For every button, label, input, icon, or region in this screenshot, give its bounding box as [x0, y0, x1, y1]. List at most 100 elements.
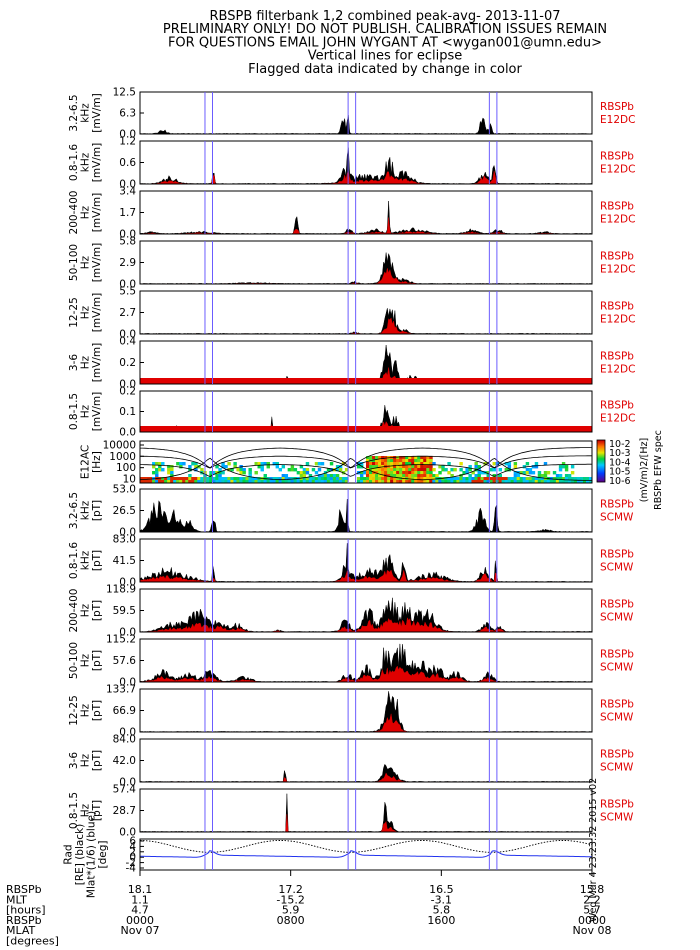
side-label-p13-1: SCMW: [600, 762, 634, 774]
spec-cell: [543, 462, 548, 466]
spec-cell: [155, 468, 159, 472]
ylabel-p2-2: [mV/m]: [91, 193, 103, 232]
spec-cell: [197, 477, 201, 481]
spec-cell: [480, 480, 484, 484]
ytick-p3-2: 0.0: [119, 279, 136, 291]
panel-frame: [139, 638, 593, 683]
spec-cell: [402, 480, 406, 484]
spec-cell: [447, 471, 451, 475]
spec-cell: [432, 462, 436, 466]
spec-cell: [504, 480, 509, 484]
spec-cell: [558, 468, 563, 472]
spec-cell: [188, 474, 192, 478]
spec-cell: [242, 477, 246, 481]
ytick-p7-3: 10: [123, 474, 136, 486]
spec-cell: [480, 477, 484, 481]
side-label-p3-1: E12DC: [600, 264, 635, 276]
spec-cell: [489, 468, 493, 472]
spec-cell: [558, 477, 563, 481]
spec-cell: [140, 480, 144, 484]
spec-cell: [528, 480, 533, 484]
ylabel-p5-0: 3-6: [68, 354, 80, 371]
spec-cell: [239, 468, 243, 472]
ytick-p10-1: 59.5: [113, 605, 136, 617]
spec-cell: [453, 480, 457, 484]
spec-cell: [564, 468, 569, 472]
spec-cell: [417, 474, 421, 478]
spec-cell: [414, 459, 418, 463]
ytick-p8-0: 53.0: [113, 484, 136, 496]
spec-cell: [266, 465, 270, 469]
colorbar-tick-1: 10-3: [609, 448, 631, 459]
spec-cell: [393, 471, 397, 475]
spec-cell: [299, 474, 304, 478]
spec-cell: [486, 480, 490, 484]
spec-cell: [227, 480, 231, 484]
side-label-p8-0: RBSPb: [600, 499, 634, 511]
spec-cell: [275, 480, 280, 484]
ylabel-p7-1: [Hz]: [91, 451, 103, 473]
colorbar-cell: [597, 476, 605, 478]
spec-cell: [375, 456, 379, 460]
panel-frame: [139, 240, 593, 285]
colorbar-cell: [597, 475, 605, 477]
spec-cell: [378, 471, 382, 475]
spec-cell: [426, 474, 430, 478]
spec-cell: [236, 480, 240, 484]
ylabel-p6-1: Hz: [80, 404, 92, 418]
spec-cell: [411, 456, 415, 460]
spec-cell: [507, 477, 512, 481]
spec-cell: [317, 477, 322, 481]
spec-cell: [417, 465, 421, 469]
spec-cell: [341, 480, 346, 484]
colorbar-label-sec: RBSPb EFW spec: [653, 430, 664, 510]
spec-cell: [381, 477, 385, 481]
spec-cell: [405, 471, 409, 475]
spec-cell: [251, 477, 255, 481]
spec-cell: [420, 462, 424, 466]
spec-cell: [359, 474, 364, 478]
spec-cell: [573, 480, 578, 484]
colorbar-cell: [597, 480, 605, 482]
spec-cell: [405, 465, 409, 469]
spec-cell: [200, 468, 204, 472]
spec-cell: [399, 462, 403, 466]
side-label-p10-0: RBSPb: [600, 599, 634, 611]
panel-frame: [139, 340, 593, 385]
spec-cell: [251, 480, 255, 484]
spec-cell: [188, 468, 192, 472]
spec-cell: [576, 480, 581, 484]
spec-cell: [453, 477, 457, 481]
spec-cell: [161, 462, 165, 466]
spec-cell: [224, 465, 228, 469]
ylabel-p0-2: [mV/m]: [91, 93, 103, 132]
spec-cell: [588, 477, 593, 481]
spec-cell: [215, 465, 219, 469]
spec-cell: [387, 459, 391, 463]
ylabel-p2-0: 200-400: [68, 191, 80, 235]
spec-cell: [332, 480, 337, 484]
spec-cell: [170, 480, 174, 484]
spec-cell: [507, 480, 512, 484]
spec-cell: [161, 477, 165, 481]
spec-cell: [507, 465, 512, 469]
spec-cell: [359, 462, 364, 466]
colorbar-cell: [597, 453, 605, 455]
spec-cell: [230, 477, 234, 481]
footer-val-3-0: 15.8: [580, 883, 605, 896]
spec-cell: [399, 480, 403, 484]
ytick-p1-2: 0.0: [119, 179, 136, 191]
ylabel-p4-0: 12-25: [68, 297, 80, 328]
spec-curve: [139, 457, 592, 481]
footer-val-0-0: 18.1: [128, 883, 153, 896]
spec-cell: [344, 477, 349, 481]
spec-cell: [492, 477, 496, 481]
spec-cell: [423, 456, 427, 460]
spec-cell: [221, 471, 225, 475]
spec-cell: [393, 477, 397, 481]
spec-cell: [534, 465, 539, 469]
spec-cell: [414, 474, 418, 478]
spec-cell: [372, 471, 376, 475]
